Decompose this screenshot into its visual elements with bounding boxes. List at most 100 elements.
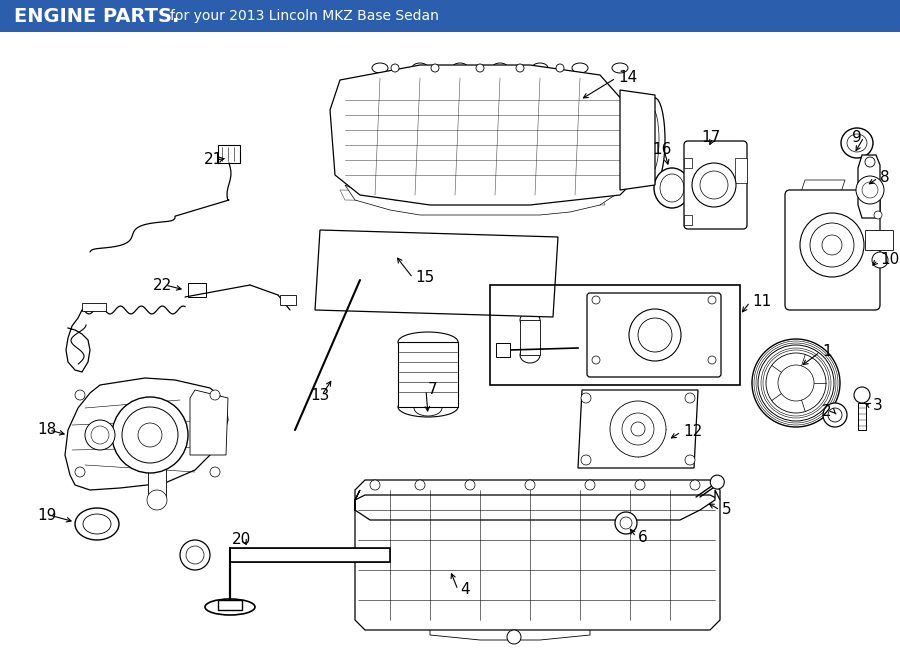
Bar [398,342,458,407]
Circle shape [690,480,700,490]
Polygon shape [190,390,228,455]
Ellipse shape [532,63,548,73]
FancyBboxPatch shape [452,196,468,210]
Circle shape [872,252,888,268]
Circle shape [710,475,724,489]
Text: 17: 17 [701,130,720,145]
Circle shape [585,480,595,490]
Circle shape [476,64,484,72]
Bar [735,158,747,183]
Circle shape [210,467,220,477]
Text: 9: 9 [852,130,862,145]
Polygon shape [620,90,655,190]
Circle shape [865,157,875,167]
Circle shape [708,296,716,304]
Text: 18: 18 [37,422,56,438]
Bar [218,145,240,163]
Circle shape [415,480,425,490]
Text: 2: 2 [822,405,832,420]
Circle shape [556,64,564,72]
Text: 10: 10 [880,253,899,268]
Ellipse shape [205,599,255,615]
Ellipse shape [492,63,508,73]
Bar [865,230,893,250]
Polygon shape [800,180,845,195]
Text: 16: 16 [652,143,671,157]
Circle shape [465,480,475,490]
Polygon shape [858,155,880,218]
FancyBboxPatch shape [587,293,721,377]
Circle shape [854,387,870,403]
Ellipse shape [572,63,588,73]
Text: 6: 6 [638,529,648,545]
Circle shape [180,540,210,570]
FancyBboxPatch shape [357,171,373,185]
Text: 19: 19 [37,508,57,522]
Bar [148,468,166,500]
Circle shape [629,309,681,361]
Circle shape [752,339,840,427]
Text: 15: 15 [415,270,434,286]
Circle shape [685,393,695,403]
Circle shape [525,480,535,490]
Circle shape [615,512,637,534]
Text: 13: 13 [310,387,329,403]
Ellipse shape [818,188,842,204]
Circle shape [112,397,188,473]
Circle shape [856,176,884,204]
Ellipse shape [75,508,119,540]
Text: 7: 7 [428,383,437,397]
Circle shape [581,393,591,403]
Ellipse shape [398,397,458,417]
Circle shape [592,356,600,364]
Ellipse shape [520,347,540,363]
Circle shape [592,296,600,304]
Polygon shape [330,65,650,205]
Bar [684,158,692,168]
Text: ENGINE PARTS.: ENGINE PARTS. [14,7,179,26]
FancyBboxPatch shape [684,141,747,229]
Circle shape [874,211,882,219]
Text: 5: 5 [722,502,732,518]
FancyBboxPatch shape [512,196,528,210]
Ellipse shape [612,63,628,73]
Circle shape [692,163,736,207]
Bar [82,303,106,311]
FancyBboxPatch shape [392,191,408,205]
Text: 12: 12 [683,424,702,440]
Circle shape [581,455,591,465]
Polygon shape [430,620,590,640]
Ellipse shape [841,128,873,158]
Polygon shape [65,378,228,490]
Ellipse shape [398,332,458,352]
Text: 3: 3 [873,399,883,414]
FancyBboxPatch shape [785,190,880,310]
Polygon shape [218,600,242,610]
Ellipse shape [520,312,540,328]
Text: 14: 14 [618,71,637,85]
Bar [0,0,900,32]
Polygon shape [355,490,720,630]
Bar [188,283,206,297]
Ellipse shape [372,63,388,73]
Polygon shape [578,390,698,468]
Polygon shape [315,230,558,317]
Text: 22: 22 [153,278,172,293]
Circle shape [610,401,666,457]
Circle shape [708,356,716,364]
Polygon shape [340,190,605,205]
Circle shape [800,213,864,277]
Circle shape [685,455,695,465]
Ellipse shape [412,63,428,73]
Circle shape [431,64,439,72]
Circle shape [507,630,521,644]
Bar [520,320,540,355]
Ellipse shape [452,63,468,73]
Circle shape [75,467,85,477]
Text: 1: 1 [822,344,832,360]
Text: 8: 8 [880,171,889,186]
Circle shape [391,64,399,72]
Circle shape [75,390,85,400]
Polygon shape [345,180,615,215]
Text: 21: 21 [204,153,223,167]
